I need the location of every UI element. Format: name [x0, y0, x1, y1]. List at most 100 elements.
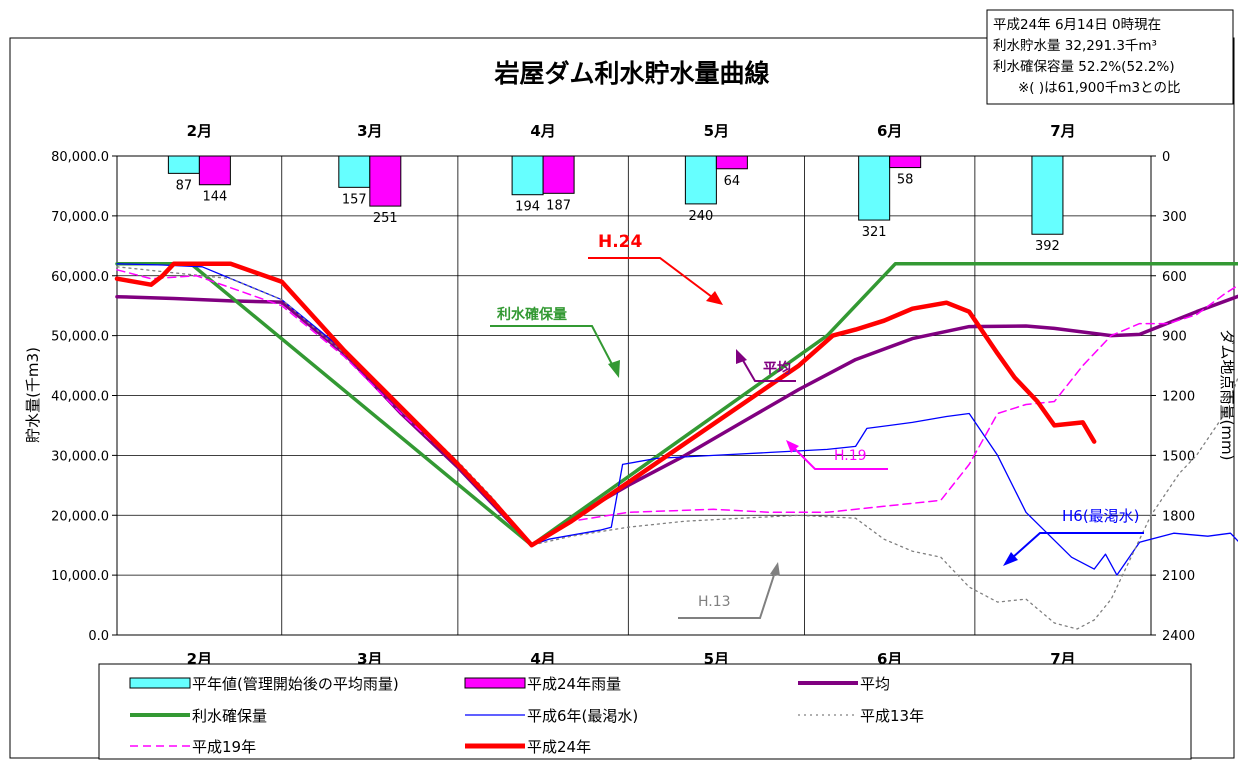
legend-label: 利水確保量: [192, 707, 267, 725]
annotation-h13-label: H.13: [698, 594, 731, 610]
annotation-kakuho: 利水確保量: [490, 306, 620, 378]
rainfall-bar-normal: [511, 155, 544, 196]
legend-label: 平成24年: [527, 738, 591, 756]
y-tick-label: 30,000.0: [51, 449, 109, 464]
annotation-heikin-label: 平均: [763, 360, 791, 377]
y-tick-label: 10,000.0: [51, 569, 109, 584]
month-label-top: 3月: [357, 122, 382, 140]
annotation-h13: H.13: [678, 562, 780, 619]
rainfall-value-label: 321: [862, 225, 887, 240]
legend-swatch: [129, 677, 191, 689]
legend-label: 平成24年雨量: [527, 675, 621, 693]
y-tick-label: 40,000.0: [51, 390, 109, 405]
y-tick-label: 80,000.0: [51, 150, 109, 165]
month-labels-top: 2月 3月 4月 5月 6月 7月: [187, 122, 1076, 140]
rainfall-bar-normal: [858, 155, 891, 221]
rainfall-value-label: 144: [202, 190, 227, 205]
y-tick-label: 50,000.0: [51, 330, 109, 345]
month-label-top: 4月: [530, 122, 555, 140]
y2-tick-label: 900: [1162, 330, 1187, 345]
annotation-heikin: 平均: [736, 349, 796, 382]
annotation-heikin-leader: [740, 356, 796, 382]
rainfall-bar-2012: [889, 155, 922, 169]
legend-label: 平成19年: [192, 738, 256, 756]
chart-title: 岩屋ダム利水貯水量曲線: [493, 59, 769, 88]
arrow-icon: [706, 291, 723, 305]
y2-tick-label: 0: [1162, 150, 1170, 165]
arrow-icon: [1003, 552, 1018, 566]
annotation-kakuho-label: 利水確保量: [497, 306, 567, 323]
annotation-h6-leader: [1011, 532, 1144, 559]
series-line: [115, 294, 1238, 547]
series-line: [114, 261, 1097, 548]
annotation-h24-leader: [588, 257, 717, 301]
month-label-top: 5月: [704, 122, 729, 140]
legend-label: 平成13年: [860, 707, 924, 725]
rainfall-value-label: 58: [897, 173, 914, 188]
y2-axis-ticks: 0 300 600 900 1200 1500 1800 2100 2400: [1151, 150, 1195, 644]
rainfall-bar-normal: [684, 155, 717, 205]
annotation-h19-label: H.19: [834, 448, 867, 464]
annotation-h24: H.24: [588, 232, 723, 305]
rainfall-value-label: 240: [688, 209, 713, 224]
rainfall-value-label: 87: [176, 178, 193, 193]
month-label-top: 6月: [877, 122, 902, 140]
legend-swatch: [464, 677, 526, 689]
rainfall-bar-2012: [369, 155, 402, 207]
rainfall-bar-2012: [715, 155, 748, 170]
y2-tick-label: 600: [1162, 270, 1187, 285]
series-line: [116, 269, 1238, 546]
status-info-box: 平成24年 6月14日 0時現在 利水貯水量 32,291.3千m³ 利水確保容…: [986, 9, 1234, 105]
y2-axis-label: ダム地点雨量(mm): [1218, 330, 1236, 461]
y-tick-label: 60,000.0: [51, 270, 109, 285]
rainfall-bar-normal: [167, 155, 200, 174]
legend-label: 平成6年(最渇水): [527, 707, 638, 725]
y2-tick-label: 1500: [1162, 449, 1195, 464]
annotation-h6: H6(最渇水): [1003, 507, 1144, 566]
rainfall-value-label: 64: [724, 174, 741, 189]
rainfall-bar-2012: [198, 155, 231, 186]
y2-tick-label: 1200: [1162, 390, 1195, 405]
y2-tick-label: 300: [1162, 210, 1187, 225]
rainfall-bar-normal: [1031, 155, 1064, 235]
annotation-h6-label: H6(最渇水): [1062, 507, 1140, 525]
arrow-icon: [736, 349, 747, 364]
grid: [117, 156, 1151, 635]
month-label-top: 2月: [187, 122, 212, 140]
rainfall-value-label: 187: [546, 198, 571, 213]
info-note: ※( )は61,900千m3との比: [1018, 80, 1180, 96]
rainfall-value-label: 251: [373, 211, 398, 226]
y2-tick-label: 2400: [1162, 629, 1195, 644]
arrow-icon: [786, 440, 799, 453]
annotation-h19: H.19: [786, 440, 888, 470]
annotation-kakuho-leader: [490, 325, 616, 371]
info-storage: 利水貯水量 32,291.3千m³: [993, 38, 1157, 54]
storage-lines: [114, 261, 1238, 630]
annotation-h19-leader: [791, 445, 888, 470]
legend-label: 平年値(管理開始後の平均雨量): [192, 675, 399, 693]
info-ratio: 利水確保容量 52.2%(52.2%): [993, 58, 1175, 75]
rainfall-bars: 87 144 157 251 194 187 240 64 321 58 392: [167, 155, 1064, 254]
y-axis-label: 貯水量(千m3): [24, 347, 42, 443]
y-tick-label: 20,000.0: [51, 509, 109, 524]
info-date: 平成24年 6月14日 0時現在: [993, 17, 1161, 33]
arrow-icon: [608, 360, 620, 378]
month-label-top: 7月: [1050, 122, 1075, 140]
y-axis-ticks: 80,000.0 70,000.0 60,000.0 50,000.0 40,000.0…: [51, 150, 117, 644]
annotation-h24-label: H.24: [598, 232, 643, 252]
arrow-icon: [770, 562, 780, 576]
y-tick-label: 0.0: [88, 629, 109, 644]
y-tick-label: 70,000.0: [51, 210, 109, 225]
y2-tick-label: 1800: [1162, 509, 1195, 524]
rainfall-value-label: 157: [342, 192, 367, 207]
legend: [98, 663, 1192, 760]
rainfall-bar-normal: [338, 155, 371, 188]
rainfall-value-label: 194: [515, 200, 540, 215]
annotation-h13-leader: [678, 571, 776, 619]
rainfall-bar-2012: [542, 155, 575, 194]
rainfall-value-label: 392: [1035, 239, 1060, 254]
y2-tick-label: 2100: [1162, 569, 1195, 584]
legend-label: 平均: [860, 675, 890, 693]
